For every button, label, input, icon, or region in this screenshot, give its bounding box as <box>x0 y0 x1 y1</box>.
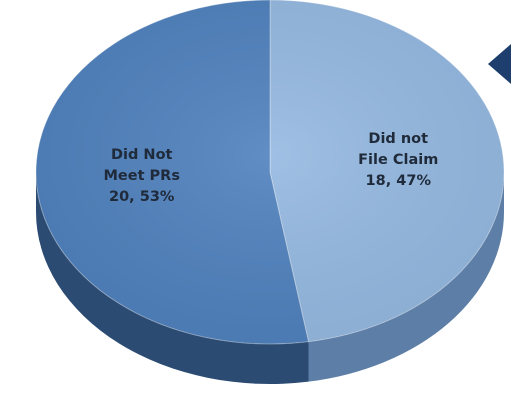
pie-label-0-line-0: Did not <box>368 131 428 147</box>
pie-label-1-line-2: 20, 53% <box>109 189 175 205</box>
pie-label-1-line-0: Did Not <box>111 147 173 163</box>
pie-label-1-line-1: Meet PRs <box>103 168 180 184</box>
pie-label-0-line-1: File Claim <box>358 152 438 168</box>
decorative-arrow-icon <box>488 44 511 84</box>
pie-labels: Did not File Claim 18, 47% Did Not Meet PRs 2… <box>103 131 438 205</box>
pie-label-0-line-2: 18, 47% <box>366 173 432 189</box>
